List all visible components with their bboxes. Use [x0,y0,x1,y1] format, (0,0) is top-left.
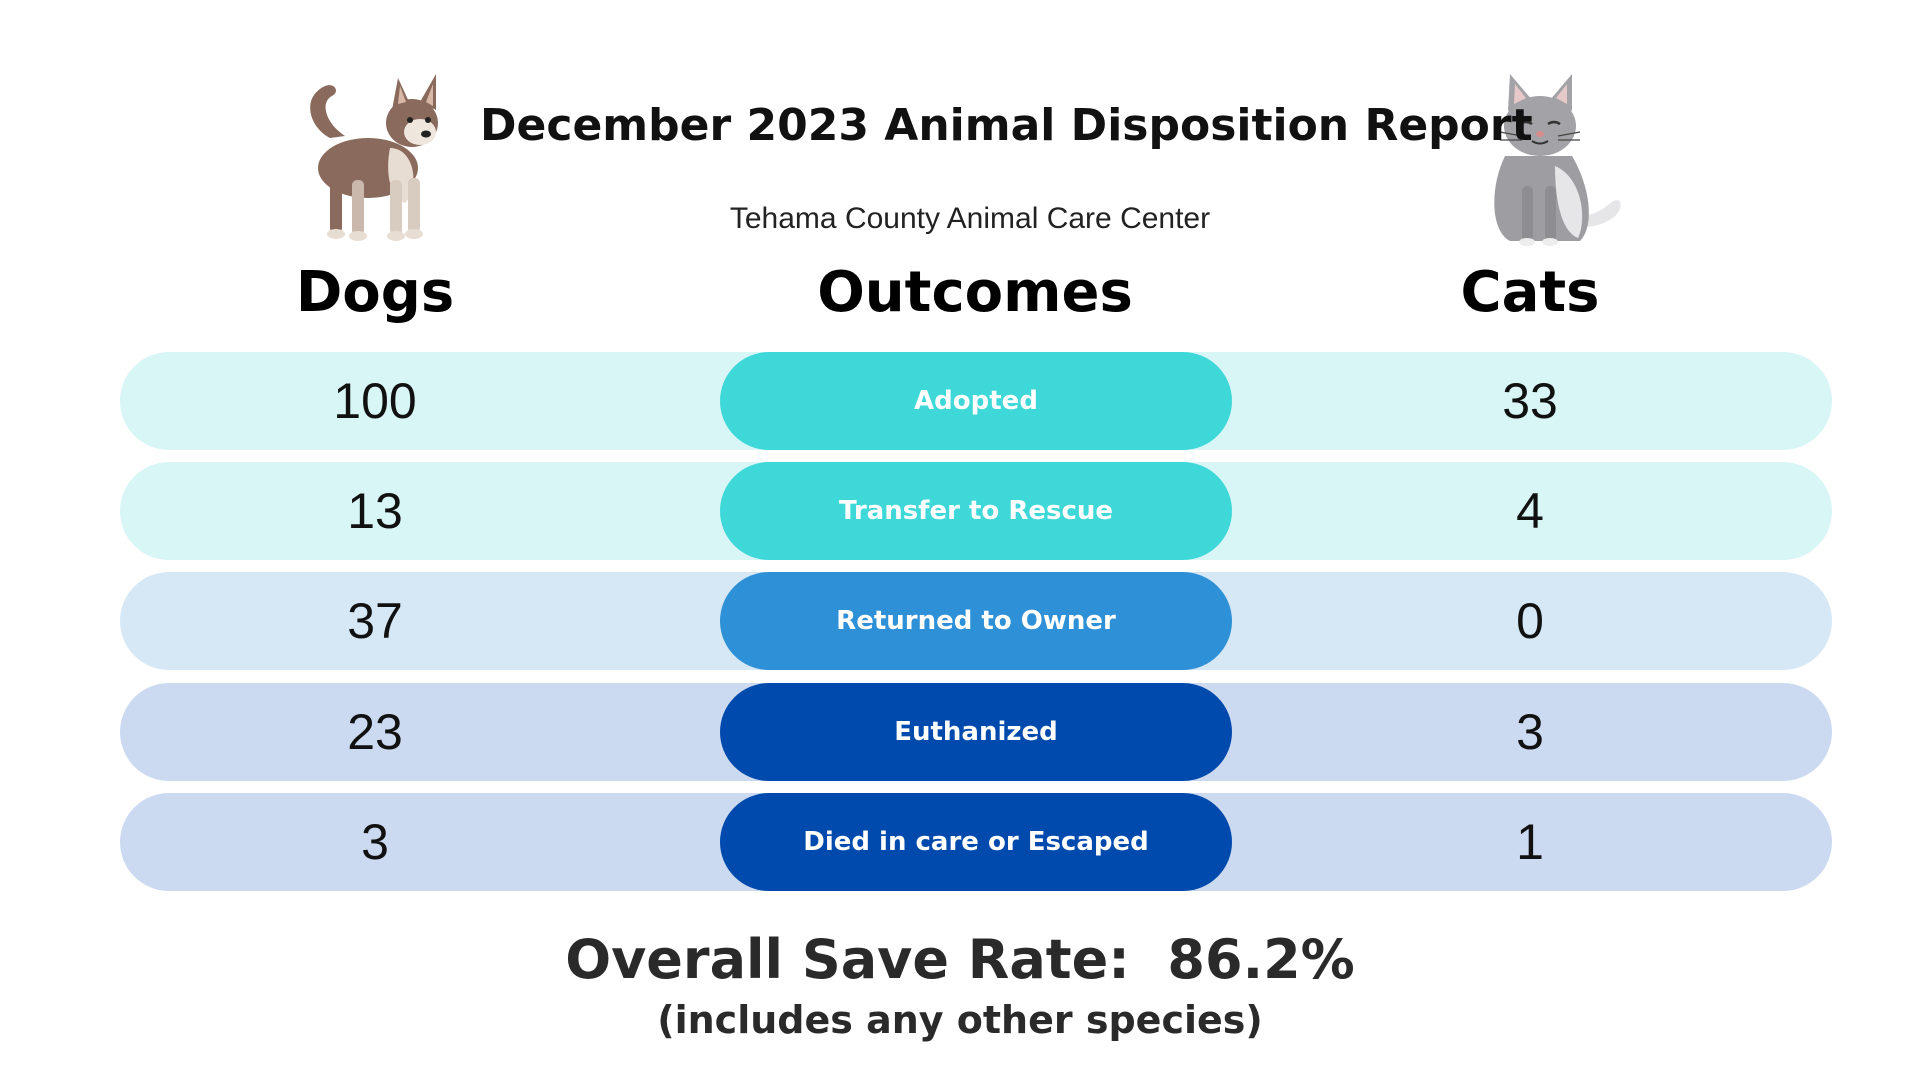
dogs-count: 100 [333,373,417,429]
outcome-label: Adopted [720,352,1232,450]
dogs-count: 37 [347,593,403,649]
outcome-label: Returned to Owner [720,572,1232,670]
overall-save-rate: Overall Save Rate: 86.2% [565,928,1355,991]
dogs-count: 23 [347,704,403,760]
cats-count: 3 [1516,704,1544,760]
outcome-label: Euthanized [720,683,1232,781]
outcomes-column-header: Outcomes [817,260,1133,325]
outcome-row-died-escaped: 3 Died in care or Escaped 1 [120,793,1832,891]
cats-column-header: Cats [1460,260,1600,325]
outcome-row-adopted: 100 Adopted 33 [120,352,1832,450]
cats-count: 0 [1516,593,1544,649]
cats-count: 33 [1502,373,1558,429]
outcome-row-returned: 37 Returned to Owner 0 [120,572,1832,670]
dogs-count: 13 [347,483,403,539]
report-subtitle: Tehama County Animal Care Center [729,202,1211,235]
save-rate-note: (includes any other species) [657,998,1263,1042]
dogs-column-header: Dogs [295,260,455,325]
dog-illustration-icon [310,74,438,241]
report-title: December 2023 Animal Disposition Report [480,100,1533,151]
dogs-count: 3 [361,814,389,870]
outcome-row-euthanized: 23 Euthanized 3 [120,683,1832,781]
cat-illustration-icon [1494,74,1621,246]
cats-count: 1 [1516,814,1544,870]
cats-count: 4 [1516,483,1544,539]
outcome-label: Transfer to Rescue [720,462,1232,560]
outcome-label: Died in care or Escaped [720,793,1232,891]
outcome-row-transfer: 13 Transfer to Rescue 4 [120,462,1832,560]
